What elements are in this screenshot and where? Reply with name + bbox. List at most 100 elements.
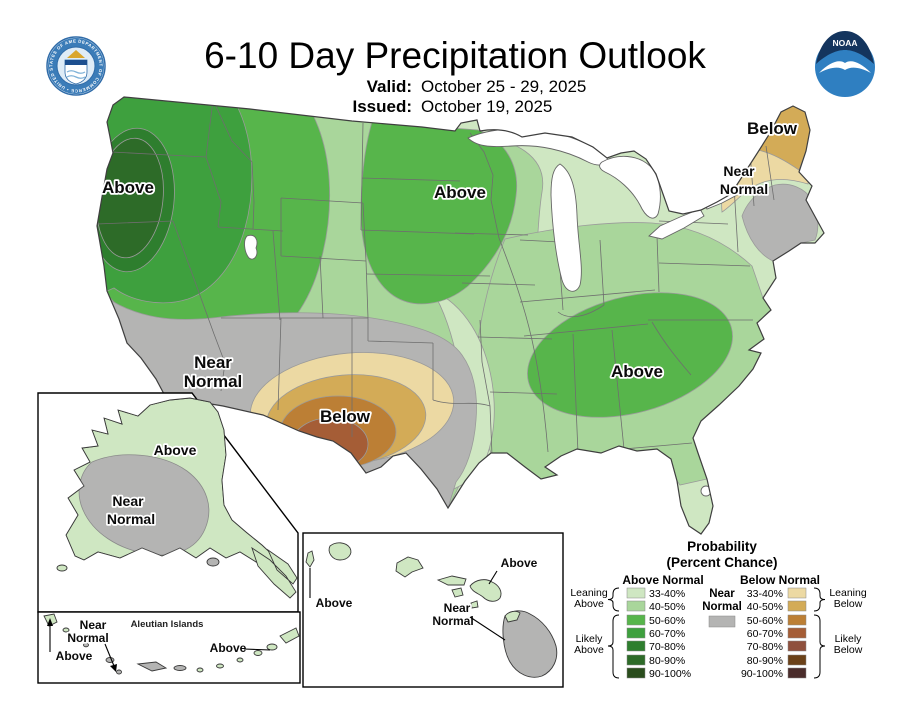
legend-swatch-above-0 [626,587,646,599]
hawaii-line-above-right [488,570,498,585]
lake-michigan [550,163,582,292]
valid-label: Valid: [367,77,412,96]
header: 6-10 Day Precipitation Outlook Valid: Oc… [0,0,875,116]
legend-pct-above-5: 80-90% [649,655,685,667]
legend-swatch-above-4 [626,640,646,652]
legend-pct-below-5: 80-90% [747,655,783,667]
legend-pct-below-2: 50-60% [747,615,783,627]
legend-pct-below-1: 40-50% [747,601,783,613]
legend-swatch-below-4 [787,640,807,652]
legend-pct-above-2: 50-60% [649,615,685,627]
hawaii-big-island [502,610,558,678]
legend-swatch-below-2 [787,614,807,626]
legend-leaning-above-2: Above [574,598,604,610]
lanai-island [451,587,464,598]
legend-brace-likely-above [607,614,620,679]
legend: Probability (Percent Chance) Above Norma… [570,539,867,680]
hawaii-inset: Above Above Near Normal [302,532,564,688]
hawaii-label-near-2: Normal [432,614,473,628]
legend-pct-below-6: 90-100% [741,668,783,680]
valid-value: October 25 - 29, 2025 [421,77,586,96]
lake-erie [648,208,705,240]
issued-value: October 19, 2025 [421,97,552,116]
legend-swatch-above-3 [626,627,646,639]
legend-title-2: (Percent Chance) [666,555,777,570]
legend-title-1: Probability [687,539,757,554]
aleutians-arrow-near [104,643,115,667]
maui-island [469,579,502,602]
legend-pct-above-4: 70-80% [649,641,685,653]
legend-brace-leaning-below [813,587,826,612]
hawaii-label-above-right: Above [501,556,538,570]
alaska-island-1 [56,564,68,572]
legend-pct-below-4: 70-80% [747,641,783,653]
legend-pct-below-3: 60-70% [747,628,783,640]
legend-below-rows: 33-40% 40-50% 50-60% 60-70% 70-80% 80-90… [741,587,807,680]
legend-leaning-above-1: Leaning [570,587,608,599]
map-label-sw-near-2: Normal [184,372,243,391]
legend-swatch-above-2 [626,614,646,626]
kodiak-island [206,557,220,567]
map-label-nw-above: Above [102,178,154,197]
legend-leaning-below-2: Below [834,598,863,610]
map-label-tx-below: Below [320,407,371,426]
noaa-logo-text: NOAA [832,38,857,48]
issued-label: Issued: [352,97,412,116]
alaska-label-above: Above [154,442,197,458]
legend-swatch-above-1 [626,600,646,612]
legend-swatch-near-normal [708,615,736,628]
molokai-island [436,575,467,586]
hawaii-line-near [469,616,506,641]
noaa-logo-icon: NOAA [815,31,875,97]
legend-swatch-below-5 [787,654,807,666]
legend-above-header: Above Normal [622,573,703,587]
map-label-ne-near-2: Normal [720,181,768,197]
legend-swatch-below-6 [787,667,807,679]
kauai-island [328,542,352,561]
legend-swatch-above-6 [626,667,646,679]
niihau-island [305,550,315,568]
aleutians-inset-box [37,611,301,684]
map-label-plains-above: Above [434,183,486,202]
conus-outline [96,96,825,535]
legend-likely-above-2: Above [574,644,604,656]
aleutians-inset: Aleutian Islands Near Normal Above Above [37,611,301,684]
legend-pct-above-1: 40-50% [649,601,685,613]
hawaii-label-above-left: Above [316,596,353,610]
legend-pct-below-0: 33-40% [747,588,783,600]
state-borders [97,99,775,456]
map-label-me-below: Below [747,119,798,138]
legend-swatch-above-5 [626,654,646,666]
aleutians-arrowhead-down [110,664,117,672]
aleutians-label-above-left: Above [56,649,93,663]
legend-near-2: Normal [702,601,742,613]
legend-brace-leaning-above [607,587,620,612]
alaska-panhandle [251,546,298,599]
aleutians-line-above-right [243,648,271,651]
map-label-sw-near-1: Near [194,353,232,372]
legend-pct-above-6: 90-100% [649,668,691,680]
legend-below-header: Below Normal [740,573,820,587]
alaska-near-normal-region [78,454,210,556]
commerce-seal-icon: DEPARTMENT OF COMMERCE • UNITED STATES O… [0,0,106,96]
map-label-ne-near-1: Near [723,163,755,179]
alaska-label-near-1: Near [112,493,144,509]
hawaii-label-near-1: Near [444,601,471,615]
oahu-island [395,556,424,578]
legend-above-rows: 33-40% 40-50% 50-60% 60-70% 70-80% 80-90… [626,587,691,680]
legend-likely-below-1: Likely [835,633,863,645]
legend-leaning-below-1: Leaning [829,587,867,599]
legend-swatch-below-1 [787,600,807,612]
alaska-label-near-2: Normal [107,511,155,527]
legend-swatch-below-0 [787,587,807,599]
map-label-se-above: Above [611,362,663,381]
aleutians-label-near-2: Normal [67,631,108,645]
alaska-inset: Above Near Normal [37,392,299,613]
page-title: 6-10 Day Precipitation Outlook [204,35,706,76]
seal-eagle-icon [67,50,85,58]
kahoolawe-island [470,600,479,609]
aleutians-label-above-right: Above [210,641,247,655]
legend-near-1: Near [709,588,735,600]
